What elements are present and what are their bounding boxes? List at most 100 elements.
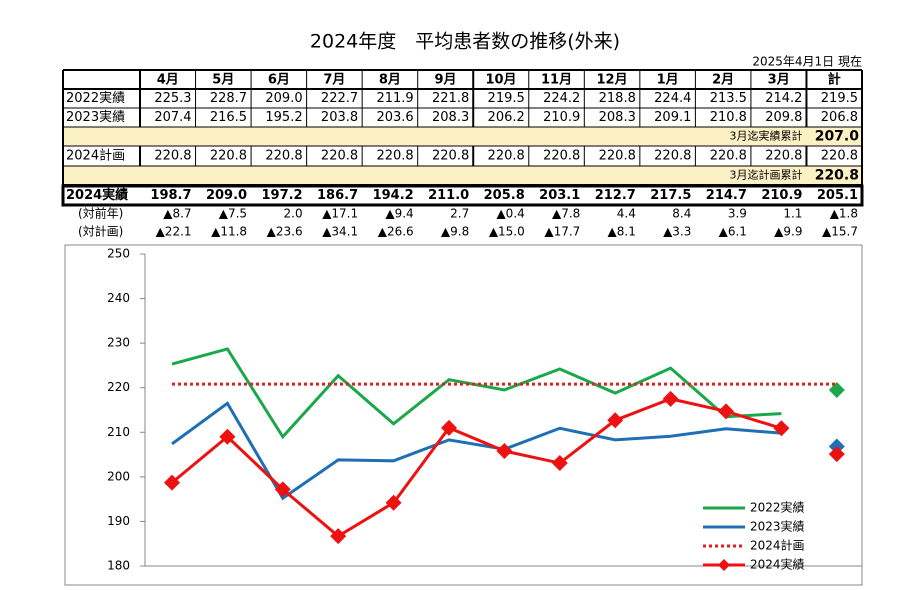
point (496, 443, 513, 460)
column-header: 3月 (768, 73, 790, 88)
column-header: 10月 (485, 73, 516, 88)
point (773, 420, 790, 437)
point (385, 494, 402, 511)
row-label: 2024計画 (66, 148, 125, 164)
table-cell: 214.7 (706, 188, 747, 203)
table-cell: 212.7 (595, 188, 636, 203)
row-label: (対前年) (78, 206, 123, 221)
table-cell: 209.1 (654, 110, 691, 125)
chart-frame (64, 244, 863, 586)
table-cell: 220.8 (710, 149, 747, 164)
table-cell: 195.2 (265, 110, 302, 125)
note-value: 207.0 (815, 129, 860, 145)
table-cell: 220.8 (321, 149, 358, 164)
table-cell: ▲0.4 (496, 207, 524, 221)
note-value: 220.8 (815, 168, 859, 184)
table-cell: ▲9.4 (385, 207, 413, 221)
point (551, 455, 568, 472)
table-cell: ▲9.9 (774, 225, 802, 239)
table-cell: 2.0 (284, 207, 303, 221)
result-row-box (61, 184, 864, 207)
column-header: 9月 (434, 73, 456, 88)
legend-label: 2024計画 (750, 538, 805, 553)
table-cell: 203.6 (376, 110, 413, 125)
table-cell: ▲7.5 (219, 207, 247, 221)
table-cell: ▲34.1 (322, 225, 358, 239)
table-cell: 209.0 (206, 188, 247, 203)
table-cell: 209.8 (765, 110, 802, 125)
table-cell: 219.5 (821, 91, 858, 106)
table-cell: 222.7 (321, 91, 358, 106)
y-tick-label: 210 (107, 425, 130, 439)
table-cell: 220.8 (432, 149, 469, 164)
table-cell: 220.8 (599, 149, 636, 164)
table-cell: 220.8 (654, 149, 691, 164)
y-tick-label: 240 (107, 291, 130, 305)
y-tick-label: 220 (107, 380, 130, 394)
y-tick-label: 250 (107, 247, 130, 261)
table-cell: 210.8 (710, 110, 747, 125)
y-tick-label: 190 (107, 514, 130, 528)
table-cell: 220.8 (376, 149, 413, 164)
column-header: 2月 (712, 73, 734, 88)
note-row-bg (63, 166, 862, 185)
column-header: 11月 (541, 73, 572, 88)
table-cell: 198.7 (150, 188, 191, 203)
column-header: 6月 (268, 73, 290, 88)
table-cell: 210.9 (543, 110, 580, 125)
table-cell: 214.2 (765, 91, 802, 106)
column-header: 8月 (379, 73, 401, 88)
date: 2025年4月1日 現在 (752, 55, 862, 69)
y-tick-label: 230 (107, 336, 130, 350)
table-cell: 197.2 (261, 188, 302, 203)
table-cell: 207.4 (154, 110, 191, 125)
table-cell: 220.8 (265, 149, 302, 164)
note-label: 3月迄計画累計 (729, 168, 802, 182)
y-tick-label: 200 (107, 469, 130, 483)
point (828, 381, 845, 398)
point (274, 481, 291, 498)
note-row-bg (63, 127, 862, 146)
legend-label: 2022実績 (750, 500, 805, 515)
table-cell: ▲8.7 (163, 207, 191, 221)
column-header: 12月 (597, 73, 628, 88)
series-line (171, 397, 782, 538)
table-cell: 194.2 (373, 188, 414, 203)
series-line (171, 347, 782, 440)
table-cell: ▲7.8 (552, 207, 580, 221)
table-cell: 205.8 (484, 188, 525, 203)
table-cell: 220.8 (821, 149, 858, 164)
table-cell: 8.4 (672, 207, 691, 221)
table-cell: 220.8 (154, 149, 191, 164)
table-cell: 220.8 (488, 149, 525, 164)
table-cell: 213.5 (710, 91, 747, 106)
table-cell: 206.2 (488, 110, 525, 125)
table-cell: 2.7 (450, 207, 469, 221)
note-label: 3月迄実績累計 (729, 129, 802, 143)
table-cell: 186.7 (317, 188, 358, 203)
legend-label: 2024実績 (750, 557, 805, 572)
table-cell: 203.1 (539, 188, 580, 203)
point (607, 412, 624, 429)
table-cell: ▲17.7 (544, 225, 580, 239)
table-cell: 221.8 (432, 91, 469, 106)
column-header: 4月 (157, 73, 179, 88)
table-cell: ▲26.6 (378, 225, 414, 239)
table-cell: ▲23.6 (267, 225, 303, 239)
table-cell: 220.8 (543, 149, 580, 164)
table-cell: ▲15.7 (822, 225, 858, 239)
point (828, 446, 845, 463)
legend-label: 2023実績 (750, 519, 805, 534)
table-cell: 4.4 (617, 207, 636, 221)
point (219, 428, 236, 445)
series-line (171, 401, 782, 501)
table-cell: 218.8 (599, 91, 636, 106)
row-label: 2024実績 (66, 187, 128, 203)
table-cell: 1.1 (783, 207, 802, 221)
table-cell: 228.7 (210, 91, 247, 106)
point (662, 390, 679, 407)
table-cell: 219.5 (488, 91, 525, 106)
row-label: (対計画) (78, 224, 123, 239)
column-header: 5月 (212, 73, 234, 88)
table-cell: 203.8 (321, 110, 358, 125)
